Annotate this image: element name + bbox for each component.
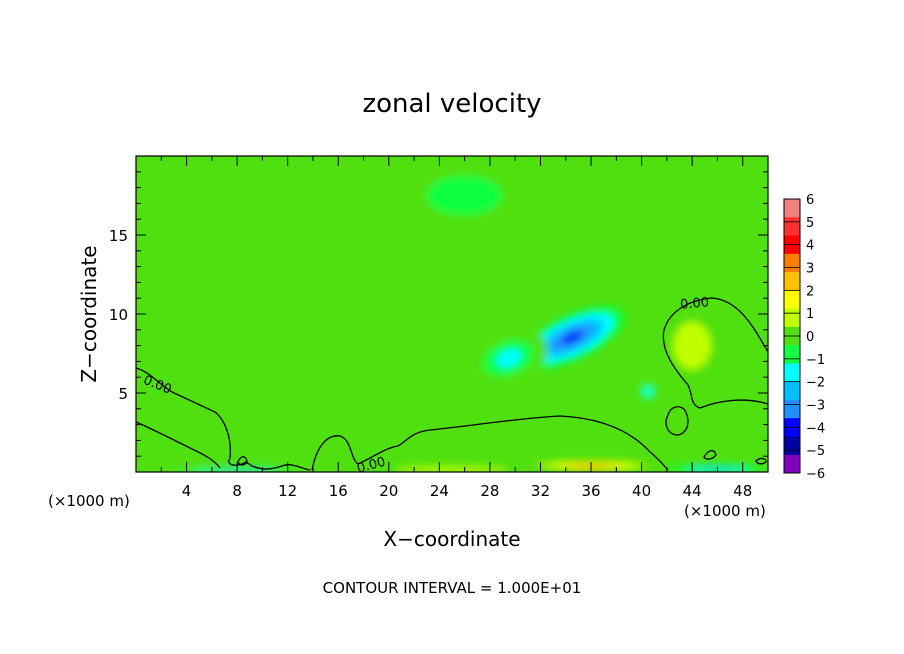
colorbar-swatch xyxy=(784,217,800,237)
y-tick-label: 10 xyxy=(109,306,128,324)
contour-zero-mid xyxy=(311,415,669,471)
x-tick-label: 20 xyxy=(379,482,398,500)
contour-interval-note: CONTOUR INTERVAL = 1.000E+01 xyxy=(323,579,582,597)
colorbar-label: 1 xyxy=(806,307,814,322)
x-tick-label: 4 xyxy=(182,482,192,500)
colorbar-swatch xyxy=(784,454,800,474)
x-tick-label: 12 xyxy=(278,482,297,500)
x-tick-label: 24 xyxy=(430,482,449,500)
colorbar-swatch xyxy=(784,381,800,401)
y-tick-label: 15 xyxy=(109,227,128,245)
colorbar: 6 5 4 3 2 1 0 −1 −2 −3 −4 −5 −6 xyxy=(783,193,825,482)
x-unit-left: (×1000 m) xyxy=(48,492,130,510)
contour-zero-bottom-left-1 xyxy=(237,456,248,466)
x-tick-label: 16 xyxy=(329,482,348,500)
colorbar-label: −5 xyxy=(806,444,825,459)
contour-zero-left-lower xyxy=(136,421,221,469)
heat-cell-7-1 xyxy=(426,175,503,216)
x-axis: 4 8 12 16 20 24 28 32 36 40 44 48 xyxy=(160,156,752,500)
x-tick-label: 36 xyxy=(581,482,600,500)
heat-cell-2-2 xyxy=(643,387,653,396)
colorbar-label: 2 xyxy=(806,284,814,299)
colorbar-label: −1 xyxy=(806,353,825,368)
colorbar-label: 4 xyxy=(806,239,814,254)
colorbar-label: −6 xyxy=(806,467,825,482)
y-axis-label: Z−coordinate xyxy=(77,245,101,382)
colorbar-label: −2 xyxy=(806,376,825,391)
x-tick-label: 28 xyxy=(480,482,499,500)
colorbar-label: 0 xyxy=(806,330,814,345)
y-axis: 5 10 15 xyxy=(109,171,768,457)
colorbar-label: 5 xyxy=(806,216,814,231)
x-tick-label: 48 xyxy=(733,482,752,500)
colorbar-swatch xyxy=(784,290,800,310)
contour-zero-bottom-right-2 xyxy=(755,457,767,465)
contour-zero-bottom-right-1 xyxy=(703,450,717,460)
x-unit-right: (×1000 m) xyxy=(684,502,766,520)
contour-zero-left xyxy=(136,367,311,471)
colorbar-swatch xyxy=(784,436,800,456)
chart-title: zonal velocity xyxy=(362,89,541,119)
colorbar-label: 6 xyxy=(806,193,814,208)
y-tick-label: 5 xyxy=(118,385,128,403)
colorbar-swatch xyxy=(784,363,800,383)
colorbar-swatch xyxy=(784,253,800,273)
colorbar-swatch xyxy=(784,199,800,218)
colorbar-label: −4 xyxy=(806,421,825,436)
colorbar-swatch xyxy=(784,308,800,328)
colorbar-swatch xyxy=(784,345,800,364)
heat-cell-0-4 xyxy=(561,331,583,344)
contour-zero-right-cell xyxy=(662,297,768,409)
heat-cell-8-1 xyxy=(673,321,712,370)
x-axis-label: X−coordinate xyxy=(383,527,520,551)
heat-cell-6-1 xyxy=(395,466,509,472)
x-tick-label: 40 xyxy=(632,482,651,500)
heat-cell-1-2 xyxy=(495,349,522,368)
contour-zero-right-small xyxy=(665,406,689,436)
x-tick-label: 8 xyxy=(232,482,242,500)
colorbar-label: 3 xyxy=(806,262,814,277)
colorbar-label: −3 xyxy=(806,399,825,414)
x-tick-label: 44 xyxy=(683,482,702,500)
contour-lines xyxy=(136,297,768,471)
colorbar-swatch xyxy=(784,272,800,291)
colorbar-swatch xyxy=(784,399,800,419)
x-tick-label: 32 xyxy=(531,482,550,500)
heatmap-field xyxy=(136,156,768,472)
contour-label-right: 0.00 xyxy=(680,295,710,312)
